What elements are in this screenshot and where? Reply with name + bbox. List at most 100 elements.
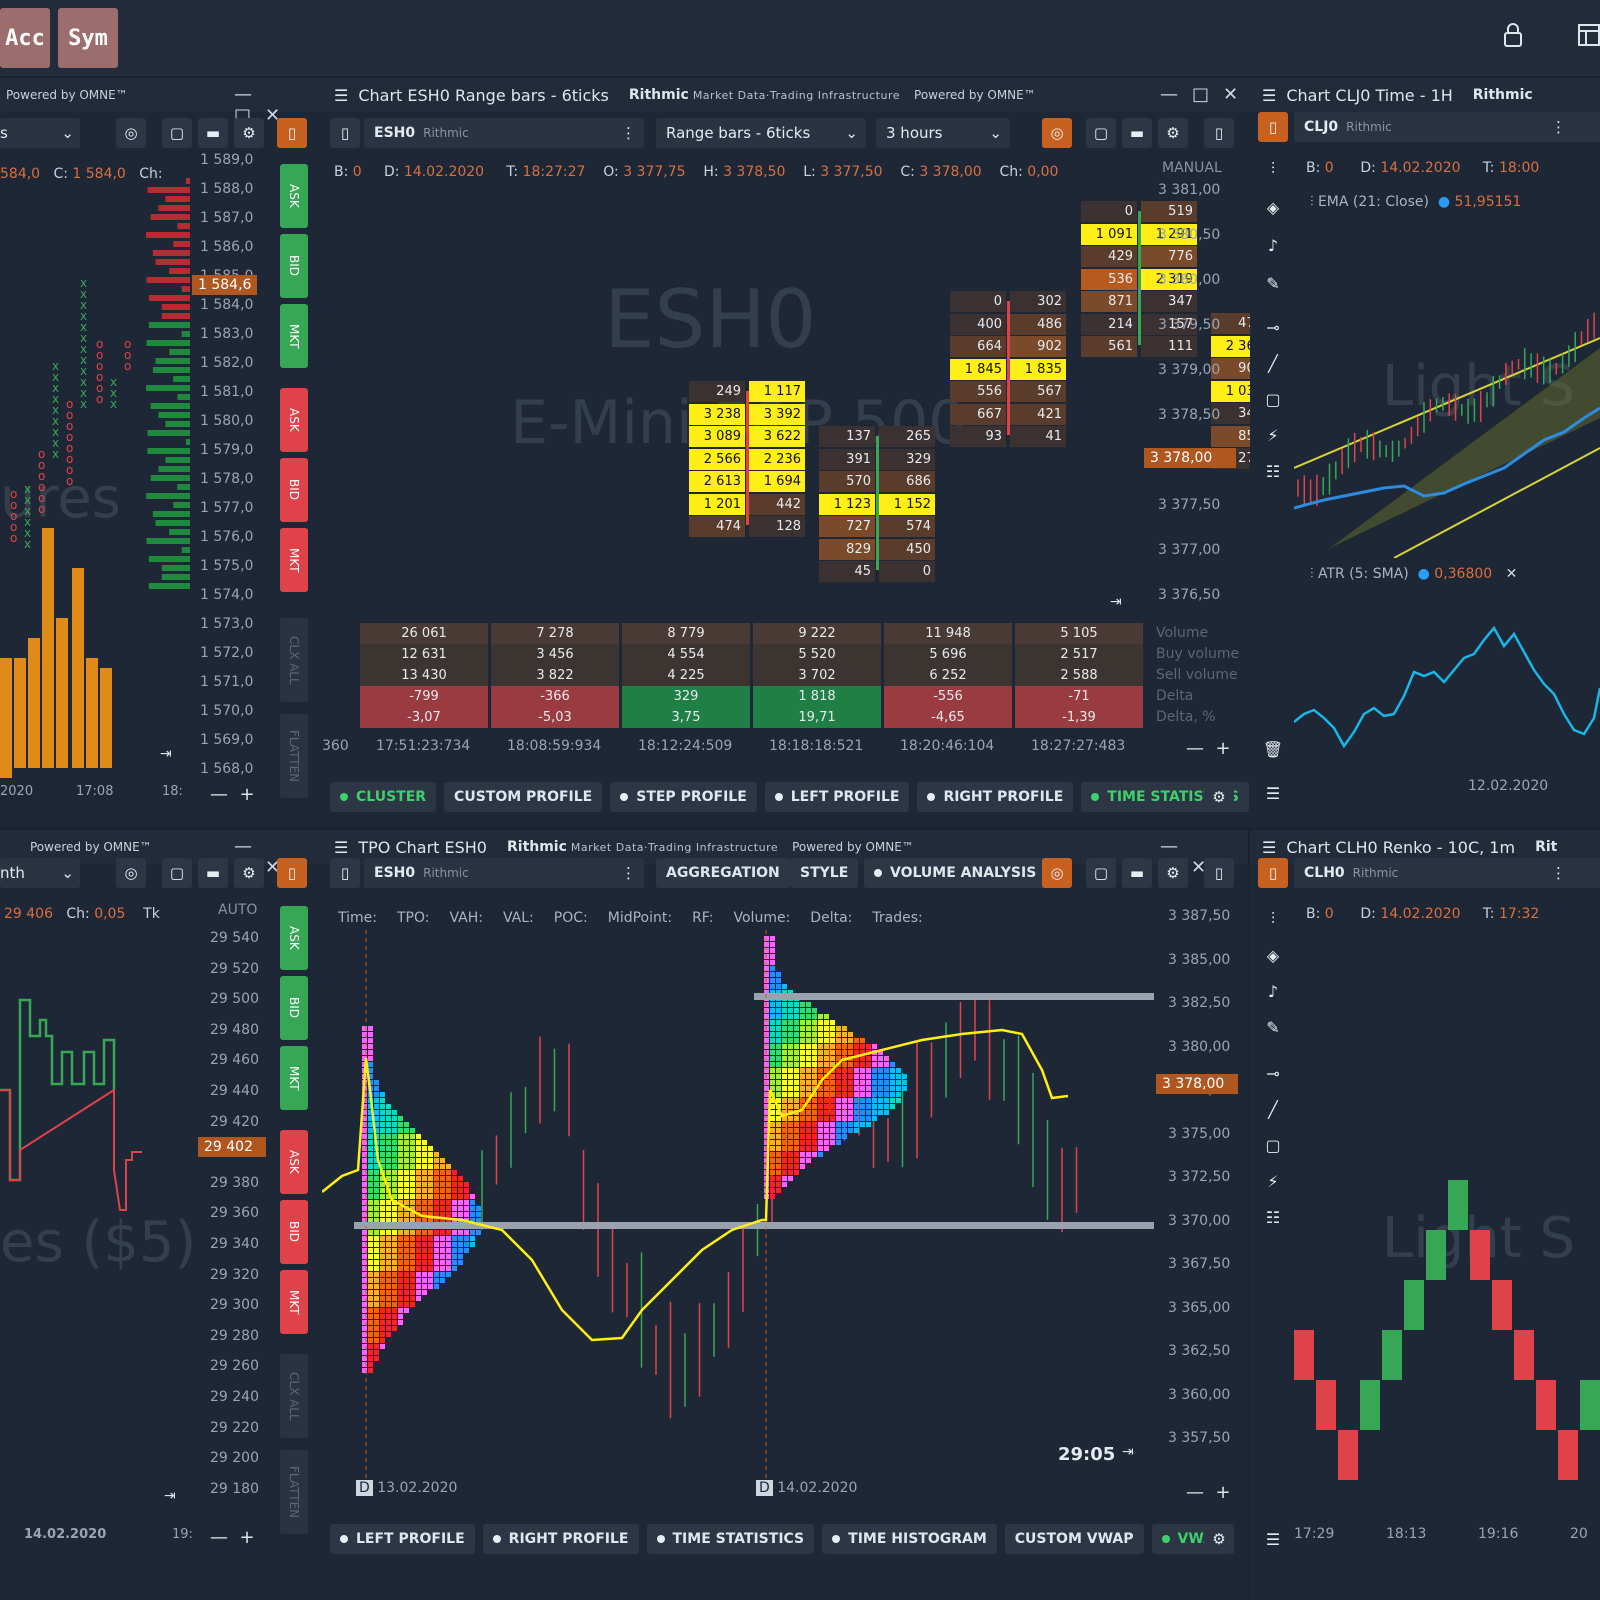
layers-icon[interactable]: ◈ bbox=[1266, 197, 1280, 217]
tab-left-profile[interactable]: LEFT PROFILE bbox=[764, 782, 910, 812]
tab-right-profile[interactable]: RIGHT PROFILE bbox=[482, 1524, 639, 1554]
close-icon[interactable]: ✕ bbox=[1505, 566, 1518, 582]
fibonacci-icon[interactable]: ⚡ bbox=[1267, 425, 1279, 445]
trend-line-icon[interactable]: ╱ bbox=[1268, 353, 1278, 373]
rectangle-icon[interactable]: ▢ bbox=[1265, 389, 1281, 409]
rectangle-icon[interactable]: ▢ bbox=[1265, 1135, 1281, 1155]
symbol-select[interactable]: ESH0 Rithmic ⋮ bbox=[364, 858, 644, 888]
mouse-mode-icon[interactable]: ▢ bbox=[162, 118, 192, 148]
delete-icon[interactable]: 🗑 bbox=[1262, 739, 1284, 759]
trading-panel-toggle[interactable]: ▯ bbox=[277, 858, 307, 888]
symbol-select[interactable]: CLJ0 Rithmic ⋮ bbox=[1294, 112, 1600, 142]
sell-ask-button[interactable]: ASK bbox=[280, 388, 308, 452]
mouse-mode-icon[interactable]: ▢ bbox=[1086, 118, 1116, 148]
mouse-mode-icon[interactable]: ▢ bbox=[1086, 858, 1116, 888]
templates-icon[interactable]: ▬ bbox=[198, 858, 228, 888]
list-icon[interactable]: ☰ bbox=[1265, 783, 1281, 803]
settings-gear-icon[interactable]: ⚙ bbox=[1158, 118, 1188, 148]
right-panel-toggle[interactable]: ▯ bbox=[1204, 858, 1234, 888]
sell-market-button[interactable]: MKT bbox=[280, 1270, 308, 1334]
cancel-all-button[interactable]: CLX ALL bbox=[280, 1354, 308, 1438]
sell-bid-button[interactable]: BID bbox=[280, 458, 308, 522]
settings-gear-icon[interactable]: ⚙ bbox=[234, 858, 264, 888]
alert-bell-icon[interactable]: ♪ bbox=[1267, 235, 1279, 255]
left-panel-toggle[interactable]: ▯ bbox=[330, 118, 360, 148]
aggregation-button[interactable]: AGGREGATION bbox=[656, 858, 790, 888]
trading-panel-toggle[interactable]: ▯ bbox=[277, 118, 307, 148]
templates-icon[interactable]: ▬ bbox=[198, 118, 228, 148]
buy-ask-button[interactable]: ASK bbox=[280, 164, 308, 228]
tab-cluster[interactable]: CLUSTER bbox=[330, 782, 437, 812]
trading-panel-toggle[interactable]: ▯ bbox=[1258, 858, 1288, 888]
tab-time-statistics[interactable]: TIME STATISTICS bbox=[646, 1524, 815, 1554]
menu-icon[interactable]: ☰ bbox=[334, 85, 349, 105]
edit-icon[interactable]: ✎ bbox=[1266, 273, 1280, 293]
window-controls[interactable]: —□✕ bbox=[1160, 84, 1253, 105]
volume-analysis-button[interactable]: VOLUME ANALYSIS bbox=[864, 858, 1047, 888]
alert-bell-icon[interactable]: ♪ bbox=[1267, 981, 1279, 1001]
symbols-button[interactable]: Sym bbox=[58, 8, 118, 68]
volume-analysis-icon[interactable]: ◎ bbox=[116, 118, 146, 148]
buy-market-button[interactable]: MKT bbox=[280, 304, 308, 368]
flatten-button[interactable]: FLATTEN bbox=[280, 1450, 308, 1534]
buy-bid-button[interactable]: BID bbox=[280, 976, 308, 1040]
buy-ask-button[interactable]: ASK bbox=[280, 906, 308, 970]
menu-icon[interactable]: ☰ bbox=[1262, 85, 1277, 105]
fibonacci-icon[interactable]: ⚡ bbox=[1267, 1171, 1279, 1191]
right-panel-toggle[interactable]: ▯ bbox=[1204, 118, 1234, 148]
layers-icon[interactable]: ◈ bbox=[1266, 945, 1280, 965]
scroll-end-icon[interactable]: ⇥ bbox=[1122, 1444, 1134, 1460]
tab-custom-profile[interactable]: CUSTOM PROFILE bbox=[444, 782, 603, 812]
indicators-icon[interactable]: ⫶ bbox=[1270, 159, 1275, 178]
zoom-controls[interactable]: — + bbox=[1186, 738, 1231, 759]
scale-mode[interactable]: AUTO bbox=[218, 902, 258, 918]
scale-mode[interactable]: MANUAL bbox=[1162, 160, 1222, 176]
accounts-button[interactable]: Acc bbox=[0, 8, 50, 68]
flatten-button[interactable]: FLATTEN bbox=[280, 714, 308, 798]
horizontal-line-icon[interactable]: ⊸ bbox=[1266, 1063, 1280, 1083]
scroll-end-icon[interactable]: ⇥ bbox=[164, 1488, 176, 1504]
tab-right-profile[interactable]: RIGHT PROFILE bbox=[917, 782, 1074, 812]
zoom-controls[interactable]: — + bbox=[210, 1527, 255, 1548]
lock-icon[interactable] bbox=[1502, 22, 1524, 48]
symbol-select[interactable]: CLH0 Rithmic ⋮ bbox=[1294, 858, 1600, 888]
sell-bid-button[interactable]: BID bbox=[280, 1200, 308, 1264]
volume-analysis-icon[interactable]: ◎ bbox=[1042, 118, 1072, 148]
period-select[interactable]: nth ⌄ bbox=[0, 858, 80, 888]
zoom-controls[interactable]: — + bbox=[210, 784, 255, 805]
trend-line-icon[interactable]: ╱ bbox=[1268, 1099, 1278, 1119]
settings-gear-icon[interactable]: ⚙ bbox=[234, 118, 264, 148]
trading-panel-toggle[interactable]: ▯ bbox=[1258, 112, 1288, 142]
menu-icon[interactable]: ☰ bbox=[334, 837, 349, 857]
period-select[interactable]: 3 hours ⌄ bbox=[876, 118, 1010, 148]
tab-step-profile[interactable]: STEP PROFILE bbox=[610, 782, 757, 812]
layout-icon[interactable] bbox=[1578, 24, 1600, 46]
volume-analysis-icon[interactable]: ◎ bbox=[1042, 858, 1072, 888]
horizontal-line-icon[interactable]: ⊸ bbox=[1266, 317, 1280, 337]
left-panel-toggle[interactable]: ▯ bbox=[330, 858, 360, 888]
tab-custom-vwap[interactable]: CUSTOM VWAP bbox=[1004, 1524, 1144, 1554]
sell-market-button[interactable]: MKT bbox=[280, 528, 308, 592]
buy-bid-button[interactable]: BID bbox=[280, 234, 308, 298]
indicators-icon[interactable]: ⫶ bbox=[1270, 909, 1275, 928]
edit-icon[interactable]: ✎ bbox=[1266, 1017, 1280, 1037]
cancel-all-button[interactable]: CLX ALL bbox=[280, 618, 308, 702]
templates-icon[interactable]: ▬ bbox=[1122, 858, 1152, 888]
settings-gear-icon[interactable]: ⚙ bbox=[1158, 858, 1188, 888]
mouse-mode-icon[interactable]: ▢ bbox=[162, 858, 192, 888]
buy-market-button[interactable]: MKT bbox=[280, 1046, 308, 1110]
settings-gear-icon[interactable]: ⚙ bbox=[1204, 1524, 1234, 1554]
zoom-controls[interactable]: — + bbox=[1186, 1482, 1231, 1503]
settings-gear-icon[interactable]: ⚙ bbox=[1204, 782, 1234, 812]
symbol-select[interactable]: ESH0 Rithmic ⋮ bbox=[364, 118, 644, 148]
scroll-end-icon[interactable]: ⇥ bbox=[160, 746, 172, 762]
menu-icon[interactable]: ☰ bbox=[1262, 837, 1277, 857]
chart-type-select[interactable]: s ⌄ bbox=[0, 118, 80, 148]
sell-ask-button[interactable]: ASK bbox=[280, 1130, 308, 1194]
list-icon[interactable]: ☰ bbox=[1265, 1529, 1281, 1549]
templates-icon[interactable]: ☷ bbox=[1265, 1207, 1281, 1227]
templates-icon[interactable]: ☷ bbox=[1265, 461, 1281, 481]
templates-icon[interactable]: ▬ bbox=[1122, 118, 1152, 148]
bar-type-select[interactable]: Range bars - 6ticks ⌄ bbox=[656, 118, 866, 148]
scroll-end-icon[interactable]: ⇥ bbox=[1110, 594, 1122, 610]
